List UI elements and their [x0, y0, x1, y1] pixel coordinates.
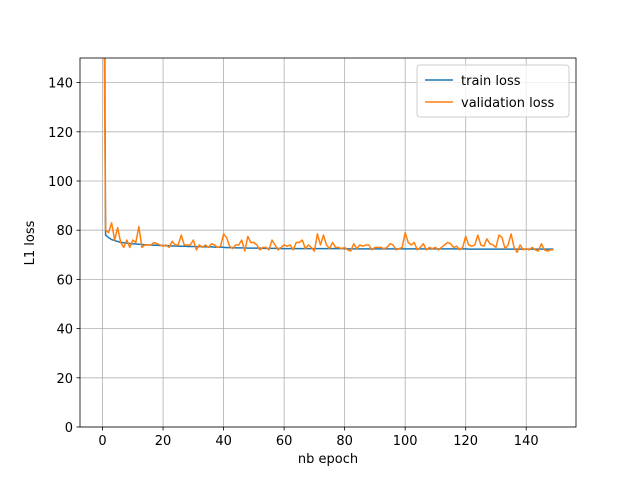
ticks: 0 20 40 60 80 100 120 140 0 20 40 60 80 100 120 140 — [48, 77, 538, 449]
x-tick-label: 60 — [276, 434, 293, 449]
x-tick-label: 140 — [514, 434, 539, 449]
grid — [80, 58, 576, 428]
y-tick-label: 20 — [56, 372, 73, 387]
y-tick-label: 0 — [65, 421, 73, 436]
legend-label: validation loss — [461, 96, 554, 111]
y-tick-label: 80 — [56, 224, 73, 239]
legend-box — [416, 64, 570, 118]
plot-lines — [103, 58, 554, 254]
series-line — [103, 58, 554, 254]
x-tick-label: 80 — [336, 434, 353, 449]
plot-frame — [79, 57, 577, 428]
series-line — [104, 58, 554, 250]
y-tick-label: 100 — [48, 175, 73, 190]
x-tick-label: 0 — [98, 434, 106, 449]
y-tick-label: 40 — [56, 323, 73, 338]
x-axis-label: nb epoch — [298, 452, 358, 467]
x-tick-label: 40 — [215, 434, 232, 449]
x-tick-label: 120 — [453, 434, 478, 449]
y-tick-label: 140 — [48, 77, 73, 92]
x-tick-label: 100 — [393, 434, 418, 449]
x-tick-label: 20 — [155, 434, 172, 449]
legend: train loss validation loss — [416, 64, 570, 118]
y-axis-label: L1 loss — [23, 220, 38, 265]
y-tick-label: 120 — [48, 126, 73, 141]
legend-label: train loss — [461, 74, 521, 89]
y-tick-label: 60 — [56, 273, 73, 288]
